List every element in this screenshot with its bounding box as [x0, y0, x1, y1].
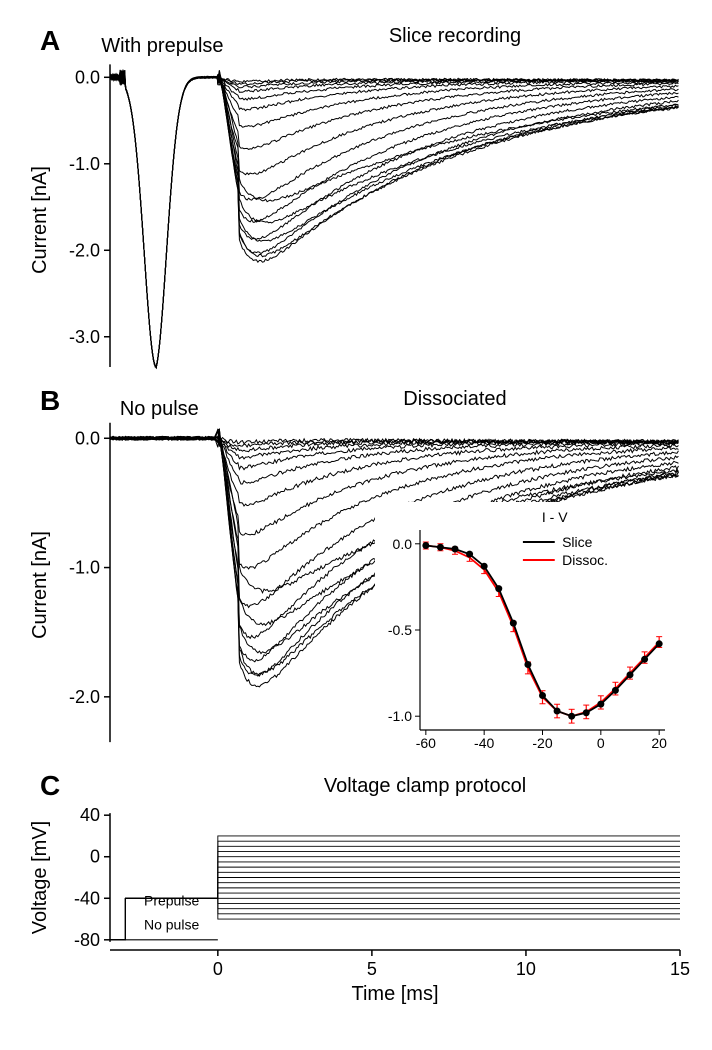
inset-marker	[656, 640, 663, 647]
prepulse-label: Prepulse	[144, 893, 199, 909]
panel-c-xlabel: Time [ms]	[351, 983, 438, 1005]
inset-marker	[481, 563, 488, 570]
panel-c-ytick: 0	[90, 847, 100, 867]
inset-ytick: -1.0	[388, 708, 412, 724]
inset-marker	[524, 661, 531, 668]
panel-b-ylabel: Current [nA]	[29, 531, 51, 639]
inset-marker	[597, 701, 604, 708]
inset-xtick: 0	[597, 735, 605, 751]
panel-a-traces	[110, 70, 678, 368]
panel-a-ytick: -3.0	[69, 327, 100, 347]
inset-ytick: -0.5	[388, 622, 412, 638]
inset-marker	[437, 544, 444, 551]
panel-a-ytick: -1.0	[69, 154, 100, 174]
panel-c-ytick: -80	[74, 930, 100, 950]
panel-c-title: Voltage clamp protocol	[324, 775, 526, 797]
inset-marker	[466, 551, 473, 558]
inset-xtick: -40	[474, 735, 494, 751]
inset-marker	[554, 708, 561, 715]
panel-b-ytick: -2.0	[69, 687, 100, 707]
panel-c-ylabel: Voltage [mV]	[29, 821, 51, 934]
figure-svg: ASlice recordingWith prepulse0.0-1.0-2.0…	[20, 20, 692, 1030]
panel-b-inset: 0.0 -0.5 -1.0-60 -40 -20 0 20 I - V Slice Dissoc.	[375, 502, 675, 752]
panel-c-xtick: 0	[213, 959, 223, 979]
panel-a-ytick: -2.0	[69, 240, 100, 260]
panel-b-ytick: -1.0	[69, 558, 100, 578]
inset-xtick: 20	[651, 735, 667, 751]
panel-b-letter: B	[40, 385, 60, 416]
panel-c-ytick: 40	[80, 805, 100, 825]
panel-c-letter: C	[40, 770, 60, 801]
panel-b-ytick: 0.0	[75, 428, 100, 448]
inset-legend-dissoc: Dissoc.	[562, 552, 608, 568]
panel-a-ytick: 0.0	[75, 67, 100, 87]
inset-legend-slice: Slice	[562, 534, 593, 550]
inset-title: I - V	[542, 509, 568, 525]
inset-marker	[568, 713, 575, 720]
panel-c-xtick: 10	[516, 959, 536, 979]
inset-xtick: -20	[532, 735, 552, 751]
panel-b-title: Dissociated	[403, 388, 506, 410]
inset-marker	[495, 585, 502, 592]
panel-c-xtick: 15	[670, 959, 690, 979]
inset-marker	[422, 542, 429, 549]
inset-marker	[612, 687, 619, 694]
inset-marker	[452, 545, 459, 552]
panel-a-letter: A	[40, 25, 60, 56]
panel-a-title: Slice recording	[389, 25, 521, 47]
inset-ytick: 0.0	[393, 536, 413, 552]
inset-marker	[627, 671, 634, 678]
panel-a-ylabel: Current [nA]	[29, 166, 51, 274]
panel-c-ytick: -40	[74, 888, 100, 908]
figure-container: ASlice recordingWith prepulse0.0-1.0-2.0…	[20, 20, 692, 1030]
panel-c-xtick: 5	[367, 959, 377, 979]
nopulse-label: No pulse	[144, 916, 199, 932]
panel-a-subtitle: With prepulse	[101, 35, 223, 57]
inset-marker	[510, 620, 517, 627]
inset-xtick: -60	[416, 735, 436, 751]
inset-marker	[583, 709, 590, 716]
inset-marker	[539, 692, 546, 699]
inset-marker	[641, 656, 648, 663]
panel-b-subtitle: No pulse	[120, 398, 199, 420]
